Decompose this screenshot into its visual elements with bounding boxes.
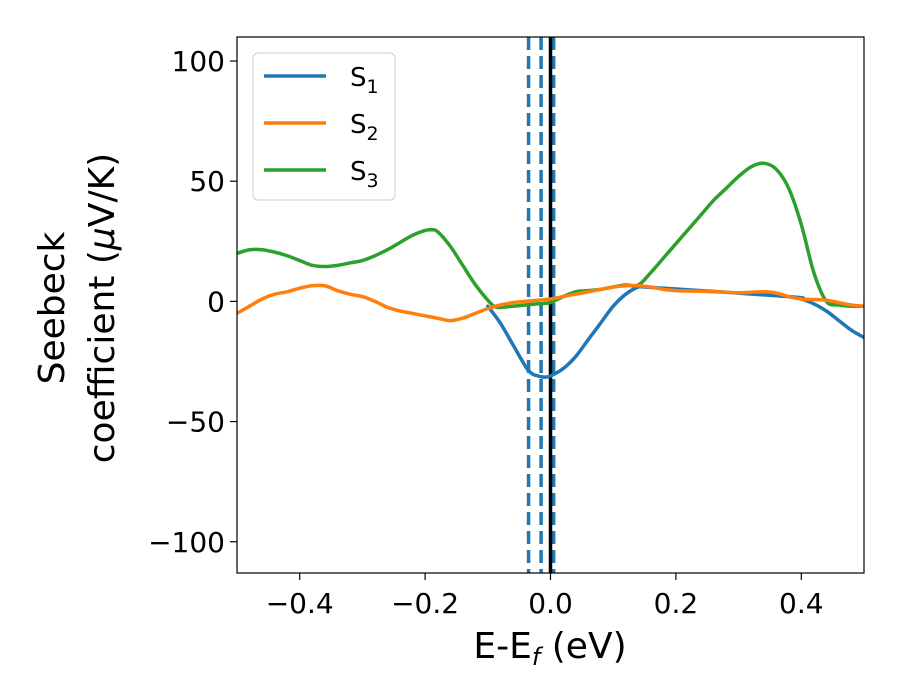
legend-label-s3: S3	[350, 157, 379, 192]
x-axis-label-unit: (eV)	[540, 626, 626, 667]
legend-label-s2: S2	[350, 110, 379, 145]
x-tick-label: −0.2	[391, 587, 459, 620]
x-tick-label: −0.4	[266, 587, 334, 620]
x-tick-label: 0.2	[654, 587, 699, 620]
legend-label-s1: S1	[350, 63, 379, 98]
series-line-s2	[237, 283, 864, 323]
y-axis-label-line2: coefficient (μV/K)	[82, 153, 123, 463]
y-axis-label: Seebeck coefficient (μV/K)	[32, 153, 123, 463]
y-tick-label: 50	[189, 165, 225, 198]
mu-symbol: μ	[82, 227, 123, 251]
y-tick-label: −50	[166, 406, 225, 439]
x-tick-label: 0.4	[779, 587, 824, 620]
legend-box	[252, 52, 396, 201]
y-axis-label-line1: Seebeck	[32, 231, 73, 384]
x-axis-label: E-Ef (eV)	[473, 626, 626, 671]
x-tick-label: 0.0	[528, 587, 573, 620]
y-tick-label: 100	[172, 45, 225, 78]
y-tick-label: −100	[148, 526, 225, 559]
y-tick-label: 0	[207, 285, 225, 318]
legend: S1 S2 S3	[252, 52, 396, 201]
series-line-s3	[237, 161, 864, 310]
series-line-s1	[486, 284, 864, 379]
